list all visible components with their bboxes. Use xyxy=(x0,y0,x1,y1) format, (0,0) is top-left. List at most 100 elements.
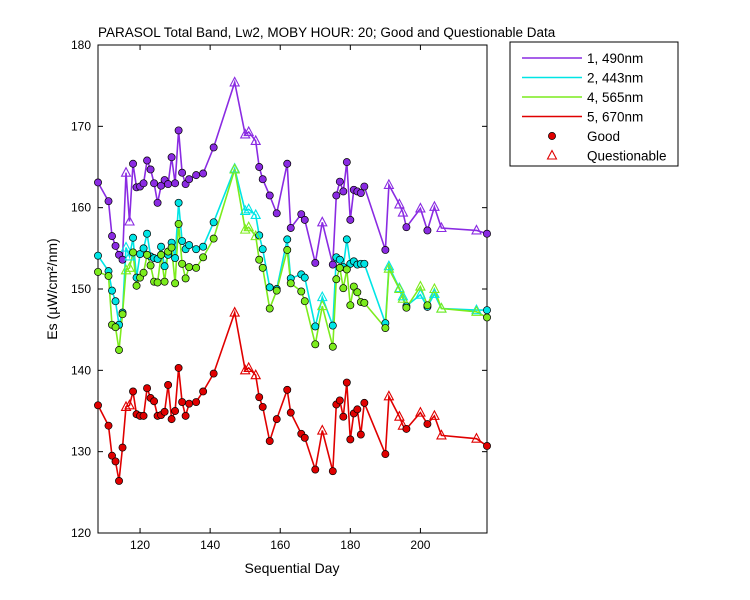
data-point-good xyxy=(209,369,218,378)
data-point-good xyxy=(185,241,194,250)
data-point-questionable xyxy=(429,409,440,420)
data-point-questionable xyxy=(243,203,255,214)
data-point-good xyxy=(483,313,491,322)
data-point-good xyxy=(111,241,120,250)
data-point-good xyxy=(402,303,411,312)
data-point-good xyxy=(265,191,274,200)
data-point-good xyxy=(286,224,295,232)
data-point-good xyxy=(157,250,166,259)
data-point-good xyxy=(160,262,169,271)
data-point-good xyxy=(111,457,120,466)
legend-label: 4, 565nm xyxy=(587,90,643,105)
data-point-good xyxy=(167,153,176,162)
data-point-questionable xyxy=(471,303,482,315)
data-point-questionable xyxy=(124,215,135,226)
data-point-good xyxy=(311,322,320,331)
data-point-good xyxy=(160,407,169,416)
data-point-good xyxy=(181,274,190,283)
data-point-good xyxy=(129,248,137,257)
data-point-good xyxy=(335,177,344,186)
data-point-good xyxy=(118,310,127,319)
series-line xyxy=(97,309,488,482)
data-point-good xyxy=(174,219,183,228)
data-point-good xyxy=(171,254,180,263)
data-point-good xyxy=(402,424,411,433)
data-point-good xyxy=(160,277,169,286)
plot-area xyxy=(97,44,488,534)
data-point-good xyxy=(192,245,201,254)
data-point-good xyxy=(353,405,362,414)
y-tick-label: 130 xyxy=(71,445,91,459)
data-point-questionable xyxy=(383,260,395,271)
data-point-questionable xyxy=(397,206,409,217)
data-point-good xyxy=(104,272,113,280)
data-point-questionable xyxy=(120,400,132,411)
data-point-questionable xyxy=(243,125,255,137)
data-point-questionable xyxy=(415,280,426,291)
data-point-good xyxy=(311,465,320,474)
data-point-good xyxy=(185,175,194,184)
data-point-good xyxy=(335,263,344,272)
data-point-good xyxy=(150,179,159,188)
data-point-good xyxy=(335,255,344,264)
data-point-good xyxy=(94,251,102,260)
data-point-good xyxy=(381,324,390,332)
data-point-questionable xyxy=(393,282,405,294)
data-point-questionable xyxy=(429,282,440,294)
data-point-good xyxy=(150,397,159,406)
data-point-good xyxy=(328,321,337,330)
data-point-good xyxy=(272,286,281,295)
legend-label: 1, 490nm xyxy=(587,51,643,66)
data-point-questionable xyxy=(243,361,255,372)
data-point-questionable xyxy=(239,223,251,234)
data-point-good xyxy=(300,297,309,306)
data-point-good xyxy=(342,265,351,274)
plot-border xyxy=(97,44,488,534)
data-point-questionable xyxy=(250,208,262,220)
data-point-good xyxy=(129,233,137,242)
data-point-good xyxy=(265,437,274,446)
data-point-good xyxy=(332,275,341,284)
data-point-good xyxy=(185,399,194,408)
data-point-good xyxy=(258,263,267,272)
data-point-good xyxy=(349,282,358,291)
legend-marker-questionable xyxy=(546,149,558,160)
data-point-good xyxy=(332,191,341,200)
data-point-good xyxy=(209,143,218,152)
data-point-good xyxy=(423,420,432,428)
data-point-good xyxy=(143,250,152,259)
data-point-good xyxy=(265,283,274,292)
chart-title: PARASOL Total Band, Lw2, MOBY HOUR: 20; … xyxy=(98,25,556,40)
data-point-good xyxy=(115,476,123,485)
legend-box xyxy=(509,41,679,167)
y-tick-label: 180 xyxy=(71,38,91,52)
data-point-questionable xyxy=(243,221,255,232)
data-point-good xyxy=(178,168,187,177)
data-point-good xyxy=(199,169,208,178)
data-point-questionable xyxy=(124,399,135,410)
data-point-good xyxy=(199,242,208,251)
data-point-good xyxy=(139,268,148,277)
data-point-good xyxy=(167,415,176,424)
data-point-questionable xyxy=(393,198,405,209)
y-axis-label: Es (µW/cm²/nm) xyxy=(44,238,60,339)
data-point-good xyxy=(108,451,116,460)
data-point-good xyxy=(339,284,348,293)
data-point-good xyxy=(167,243,176,252)
data-point-questionable xyxy=(429,200,440,211)
data-point-good xyxy=(143,384,152,393)
data-point-good xyxy=(283,159,292,168)
x-tick-label: 180 xyxy=(340,538,360,552)
data-point-good xyxy=(297,287,306,296)
data-point-good xyxy=(360,182,369,191)
data-point-good xyxy=(339,187,348,196)
data-point-questionable xyxy=(120,241,132,252)
data-point-good xyxy=(108,232,116,241)
data-point-good xyxy=(115,346,123,354)
data-point-good xyxy=(381,450,390,459)
data-point-good xyxy=(311,259,320,267)
data-point-good xyxy=(129,387,137,396)
data-point-questionable xyxy=(316,216,328,227)
x-tick-label: 140 xyxy=(200,538,220,552)
